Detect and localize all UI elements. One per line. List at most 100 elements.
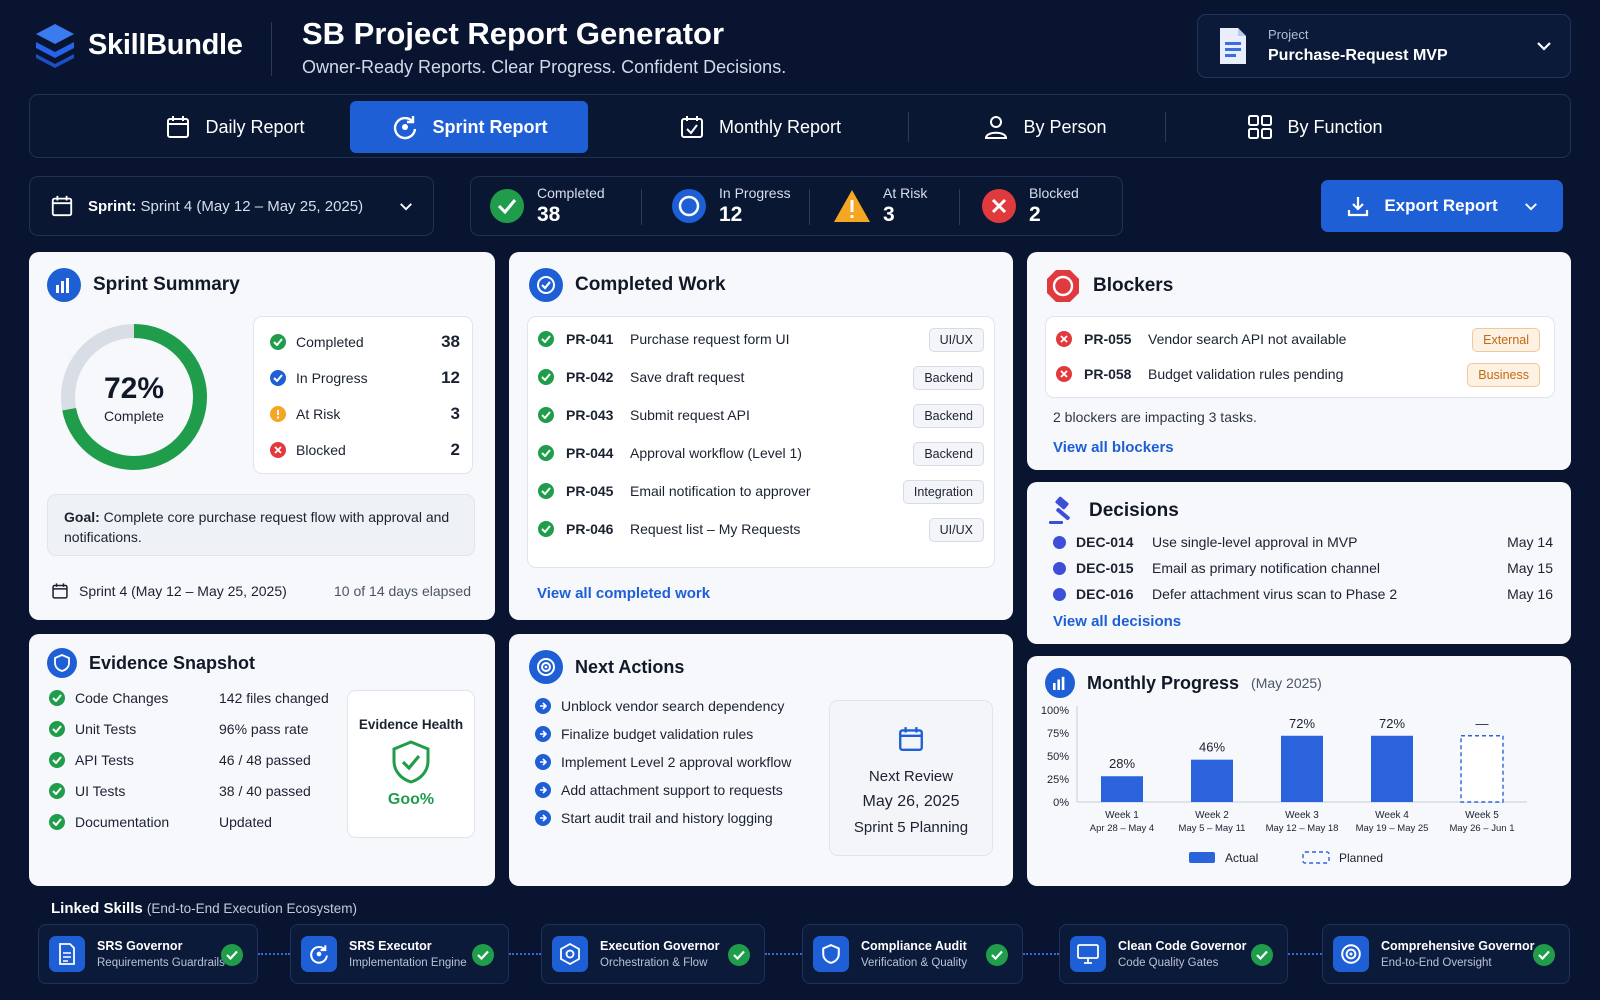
item-text: Use single-level approval in MVP	[1152, 534, 1358, 550]
shield-icon	[47, 648, 77, 678]
blocker-item[interactable]: PR-055 Vendor search API not available	[1056, 331, 1456, 347]
tab-by-person[interactable]: By Person	[930, 101, 1160, 153]
tab-by-function[interactable]: By Function	[1190, 101, 1440, 153]
legend-swatch-planned	[1302, 851, 1330, 864]
decision-item[interactable]: DEC-014 Use single-level approval in MVP M…	[1053, 534, 1553, 550]
completed-item[interactable]: PR-042 Save draft request	[538, 369, 978, 385]
skill-name: Comprehensive Governor	[1381, 939, 1535, 953]
action-item[interactable]: Unblock vendor search dependency	[535, 698, 784, 714]
arrow-right-icon	[535, 726, 551, 742]
calendar-icon	[52, 583, 68, 599]
view-all-decisions-link[interactable]: View all decisions	[1053, 613, 1182, 630]
percent-value: 72%	[103, 372, 165, 405]
check-icon	[49, 814, 65, 830]
card-header: Decisions	[1047, 496, 1179, 526]
tab-divider	[908, 112, 909, 142]
blockers-card: Blockers PR-055 Vendor search API not ava…	[1027, 252, 1571, 470]
check-icon	[270, 370, 286, 386]
evidence-label: API Tests	[75, 752, 134, 768]
check-icon	[49, 690, 65, 706]
arrow-right-icon	[535, 810, 551, 826]
action-item[interactable]: Finalize budget validation rules	[535, 726, 753, 742]
action-item[interactable]: Add attachment support to requests	[535, 782, 783, 798]
view-all-completed-link[interactable]: View all completed work	[537, 585, 711, 602]
stat-label: At Risk	[883, 185, 928, 201]
refresh-icon	[301, 936, 337, 972]
action-text: Implement Level 2 approval workflow	[561, 754, 792, 770]
skill-comprehensive-governor[interactable]: Comprehensive Governor End-to-End Oversig…	[1322, 924, 1570, 984]
sprint-selector[interactable]: Sprint: Sprint 4 (May 12 – May 25, 2025)	[29, 176, 434, 236]
blocker-summary: 2 blockers are impacting 3 tasks.	[1053, 409, 1257, 425]
tab-sprint-report[interactable]: Sprint Report	[350, 101, 588, 153]
export-report-button[interactable]: Export Report	[1321, 180, 1563, 232]
goal-label: Goal:	[64, 509, 100, 525]
legend-label: Planned	[1339, 851, 1383, 865]
connector	[258, 953, 290, 955]
x-tick-sublabel: May 19 – May 25	[1356, 823, 1429, 834]
check-icon	[986, 944, 1008, 966]
bar-actual	[1371, 735, 1413, 802]
skill-execution-governor[interactable]: Execution Governor Orchestration & Flow	[541, 924, 765, 984]
card-header: Blockers	[1045, 268, 1173, 304]
in-progress-icon	[672, 189, 706, 223]
decision-item[interactable]: DEC-015 Email as primary notification cha…	[1053, 560, 1553, 576]
tab-monthly-report[interactable]: Monthly Report	[640, 101, 880, 153]
export-label: Export Report	[1384, 196, 1498, 215]
x-tick-label: Week 3	[1285, 810, 1319, 821]
decision-item[interactable]: DEC-016 Defer attachment virus scan to Ph…	[1053, 586, 1553, 602]
chevron-down-icon	[1524, 202, 1537, 210]
tab-daily-report[interactable]: Daily Report	[70, 101, 400, 153]
evidence-health: Evidence Health Goo%	[347, 690, 475, 838]
skill-desc: End-to-End Oversight	[1381, 957, 1492, 969]
evidence-value: 38 / 40 passed	[219, 783, 311, 799]
summary-list: Completed 38 In Progress 12 At Risk 3 Bl…	[253, 316, 473, 474]
skill-compliance-audit[interactable]: Compliance Audit Verification & Quality	[802, 924, 1023, 984]
summary-value: 3	[450, 404, 460, 423]
decision-bullet-icon	[1053, 561, 1066, 575]
blocker-list: PR-055 Vendor search API not available Ex…	[1045, 316, 1555, 398]
evidence-label: UI Tests	[75, 783, 126, 799]
chart-subtitle: (May 2025)	[1251, 675, 1322, 691]
user-icon	[985, 116, 1008, 139]
card-header: Evidence Snapshot	[47, 648, 255, 678]
view-all-blockers-link[interactable]: View all blockers	[1053, 439, 1174, 456]
data-label: 72%	[1289, 716, 1315, 731]
hexagon-icon	[552, 936, 588, 972]
skill-srs-governor[interactable]: SRS Governor Requirements Guardrails	[38, 924, 258, 984]
skill-name: Execution Governor	[600, 939, 720, 953]
skill-desc: Implementation Engine	[349, 957, 467, 969]
card-title: Blockers	[1093, 275, 1174, 296]
check-icon	[538, 331, 554, 347]
data-label: —	[1476, 716, 1489, 731]
next-review: Next Review May 26, 2025 Sprint 5 Planni…	[829, 700, 993, 856]
completed-item[interactable]: PR-043 Submit request API	[538, 407, 978, 423]
progress-donut	[61, 324, 207, 470]
blocker-item[interactable]: PR-058 Budget validation rules pending	[1056, 366, 1456, 382]
check-icon	[728, 944, 750, 966]
card-title: Evidence Snapshot	[89, 652, 256, 673]
completed-item[interactable]: PR-044 Approval workflow (Level 1)	[538, 445, 978, 461]
project-selector[interactable]: Project Purchase-Request MVP	[1197, 14, 1571, 78]
x-tick-label: Week 4	[1375, 810, 1409, 821]
item-id: DEC-015	[1076, 560, 1134, 576]
monitor-icon	[1070, 936, 1106, 972]
skill-srs-executor[interactable]: SRS Executor Implementation Engine	[290, 924, 509, 984]
skill-clean-code-governor[interactable]: Clean Code Governor Code Quality Gates	[1059, 924, 1288, 984]
stat-label: Completed	[537, 185, 605, 201]
check-icon	[472, 944, 494, 966]
check-icon	[538, 407, 554, 423]
action-item[interactable]: Start audit trail and history logging	[535, 810, 773, 826]
check-badge-icon	[529, 268, 563, 302]
completed-item[interactable]: PR-046 Request list – My Requests	[538, 521, 978, 537]
item-id: PR-046	[566, 521, 614, 537]
action-item[interactable]: Implement Level 2 approval workflow	[535, 754, 791, 770]
project-value: Purchase-Request MVP	[1268, 47, 1448, 64]
completed-item[interactable]: PR-041 Purchase request form UI	[538, 331, 978, 347]
arrow-right-icon	[535, 698, 551, 714]
calendar-icon	[167, 116, 190, 138]
target-icon	[1333, 936, 1369, 972]
completed-item[interactable]: PR-045 Email notification to approver	[538, 483, 978, 499]
next-actions-card: Next Actions Unblock vendor search depen…	[509, 634, 1013, 886]
tab-label: By Function	[1287, 116, 1383, 137]
blocker-tag: Business	[1467, 363, 1540, 387]
